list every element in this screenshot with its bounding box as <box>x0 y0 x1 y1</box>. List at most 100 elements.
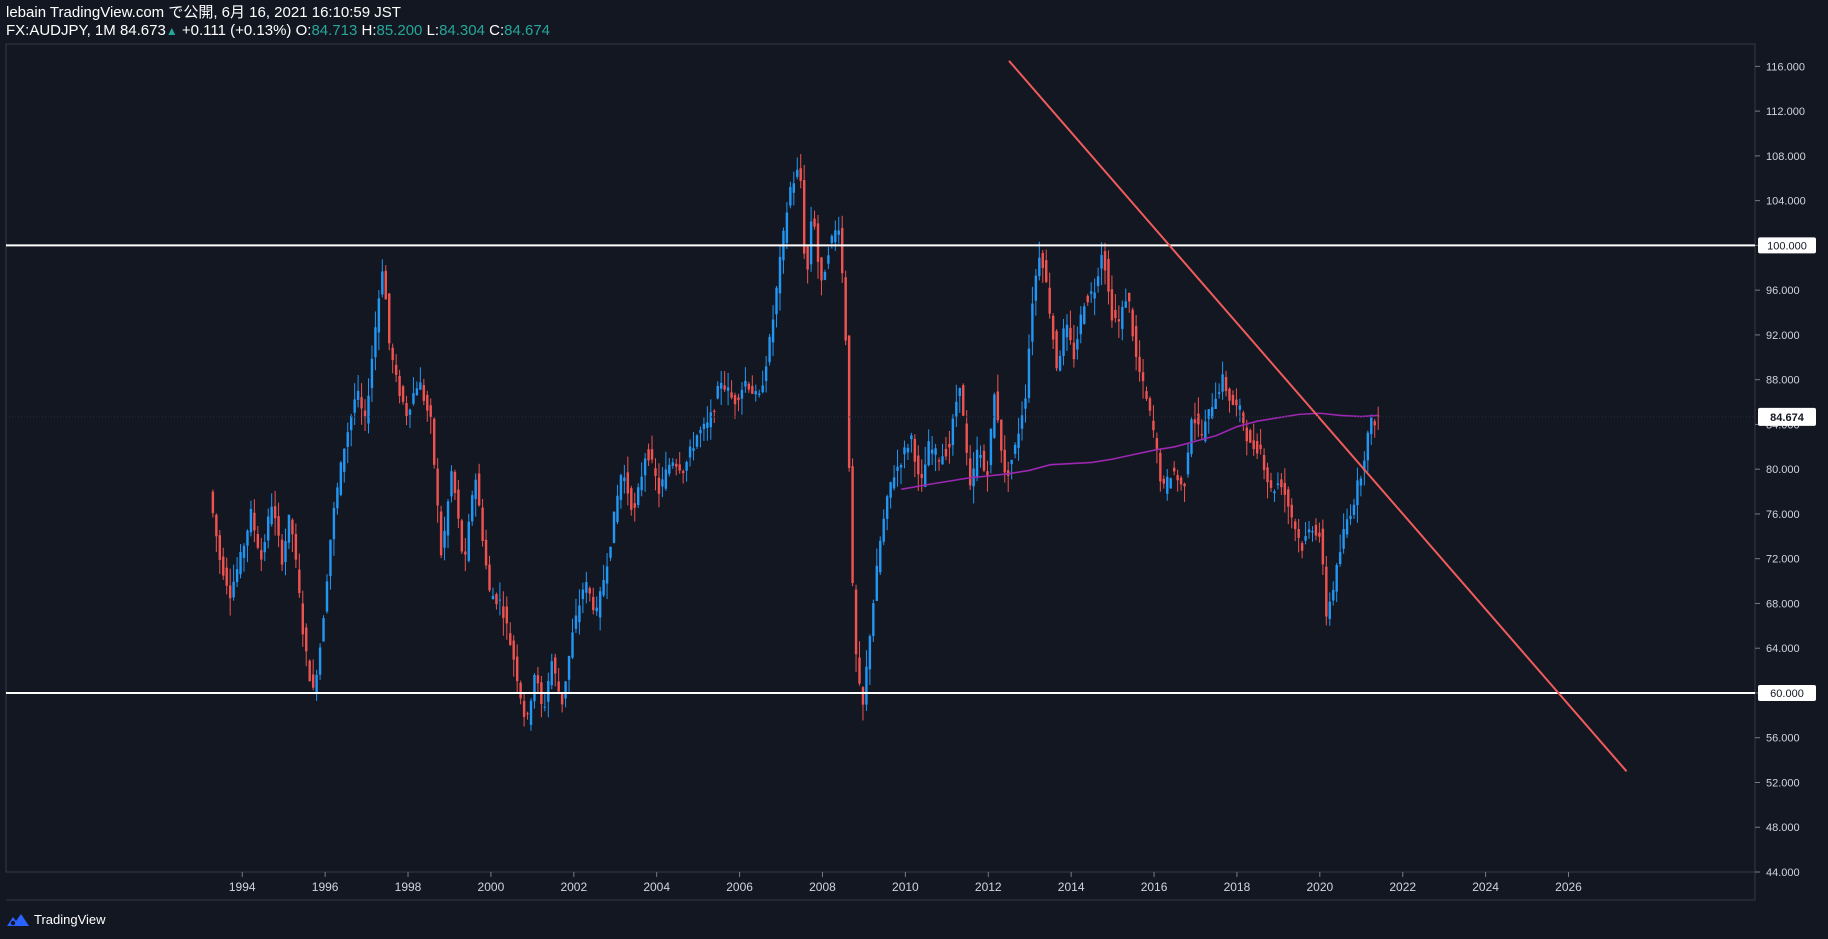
candle-body <box>1073 343 1075 360</box>
candle-body <box>298 570 300 593</box>
candle-body <box>481 508 483 541</box>
candle-body <box>260 550 262 559</box>
candle-body <box>1252 440 1254 449</box>
candle-body <box>440 511 442 555</box>
candle-body <box>395 365 397 375</box>
candle-body <box>495 594 497 604</box>
candle-body <box>519 683 521 699</box>
candle-body <box>592 597 594 610</box>
candle-body <box>834 230 836 242</box>
candle-body <box>312 674 314 687</box>
candle-body <box>1035 276 1037 301</box>
price-axis[interactable]: 44.000 48.000 52.000 56.000 60.000 64.000 68.0… <box>1755 61 1816 879</box>
candle-body <box>561 692 563 704</box>
candle-body <box>589 588 591 594</box>
candle-body <box>962 385 964 416</box>
candle-body <box>879 541 881 573</box>
x-tick-label: 2010 <box>892 880 919 894</box>
candle-body <box>471 495 473 521</box>
x-tick-label: 2016 <box>1141 880 1168 894</box>
time-axis[interactable]: 1994 1996 1998 2000 2002 2004 2006 2008 2010 2012… <box>229 872 1582 894</box>
candle-body <box>786 213 788 243</box>
candle-body <box>219 535 221 560</box>
drawings <box>6 61 1755 772</box>
candle-body <box>222 557 224 576</box>
candle-body <box>1235 400 1237 406</box>
candle-body <box>613 512 615 543</box>
candle-body <box>779 257 781 293</box>
plot-border <box>6 44 1755 872</box>
candle-body <box>1249 430 1251 443</box>
candle-body <box>374 327 376 357</box>
candle-body <box>215 515 217 537</box>
y-tick-label: 104.000 <box>1766 196 1806 208</box>
candle-body <box>1149 398 1151 410</box>
candle-body <box>654 468 656 476</box>
candle-body <box>229 585 231 598</box>
candle-body <box>537 675 539 683</box>
candle-body <box>893 477 895 488</box>
candle-body <box>461 520 463 551</box>
candle-body <box>717 386 719 399</box>
candle-body <box>405 403 407 416</box>
candle-body <box>990 429 992 465</box>
candle-body <box>955 402 957 417</box>
candle-body <box>388 294 390 344</box>
candle-body <box>1346 519 1348 534</box>
candle-body <box>506 607 508 624</box>
candle-body <box>353 399 355 412</box>
candle-body <box>1128 293 1130 301</box>
candle-body <box>1308 529 1310 532</box>
candle-body <box>1301 543 1303 551</box>
y-tick-label: 108.000 <box>1766 151 1806 163</box>
candle-body <box>938 460 940 461</box>
candle-body <box>1370 418 1372 435</box>
candle-body <box>1270 480 1272 488</box>
candle-body <box>848 336 850 468</box>
candle-body <box>319 647 321 674</box>
candle-body <box>634 503 636 508</box>
candle-body <box>1062 328 1064 356</box>
candle-body <box>295 534 297 560</box>
candle-body <box>381 271 383 294</box>
candle-body <box>544 707 546 708</box>
candle-body <box>554 657 556 673</box>
candle-body <box>492 596 494 599</box>
candle-body <box>1090 291 1092 293</box>
x-tick-label: 2026 <box>1555 880 1582 894</box>
candle-body <box>474 480 476 499</box>
candle-body <box>637 487 639 505</box>
candle-body <box>678 464 680 470</box>
candle-body <box>1097 276 1099 286</box>
candle-body <box>1066 325 1068 337</box>
candle-body <box>1176 475 1178 480</box>
candle-body <box>1052 316 1054 340</box>
candle-body <box>551 661 553 685</box>
candle-body <box>682 471 684 473</box>
candle-body <box>568 656 570 680</box>
candle-body <box>1180 478 1182 485</box>
candle-body <box>1232 395 1234 405</box>
descending-trendline[interactable] <box>1009 61 1627 772</box>
candle-body <box>706 422 708 427</box>
candle-body <box>378 298 380 332</box>
candle-body <box>665 469 667 488</box>
candle-body <box>1277 483 1279 485</box>
candle-body <box>526 713 528 714</box>
candle-body <box>952 419 954 446</box>
candle-body <box>1087 296 1089 302</box>
candle-body <box>333 508 335 539</box>
candle-body <box>270 507 272 525</box>
candle-body <box>1004 450 1006 473</box>
y-tick-label: 64.000 <box>1766 643 1800 655</box>
candle-body <box>910 435 912 439</box>
candle-body <box>658 478 660 494</box>
candle-body <box>1000 420 1002 451</box>
candle-body <box>1104 251 1106 270</box>
candle-body <box>308 661 310 681</box>
candle-body <box>1125 301 1127 307</box>
price-chart[interactable]: 44.00048.00052.00056.00060.00064.00068.0… <box>0 0 1828 939</box>
candle-body <box>291 520 293 535</box>
candle-body <box>675 464 677 467</box>
candle-body <box>450 471 452 496</box>
